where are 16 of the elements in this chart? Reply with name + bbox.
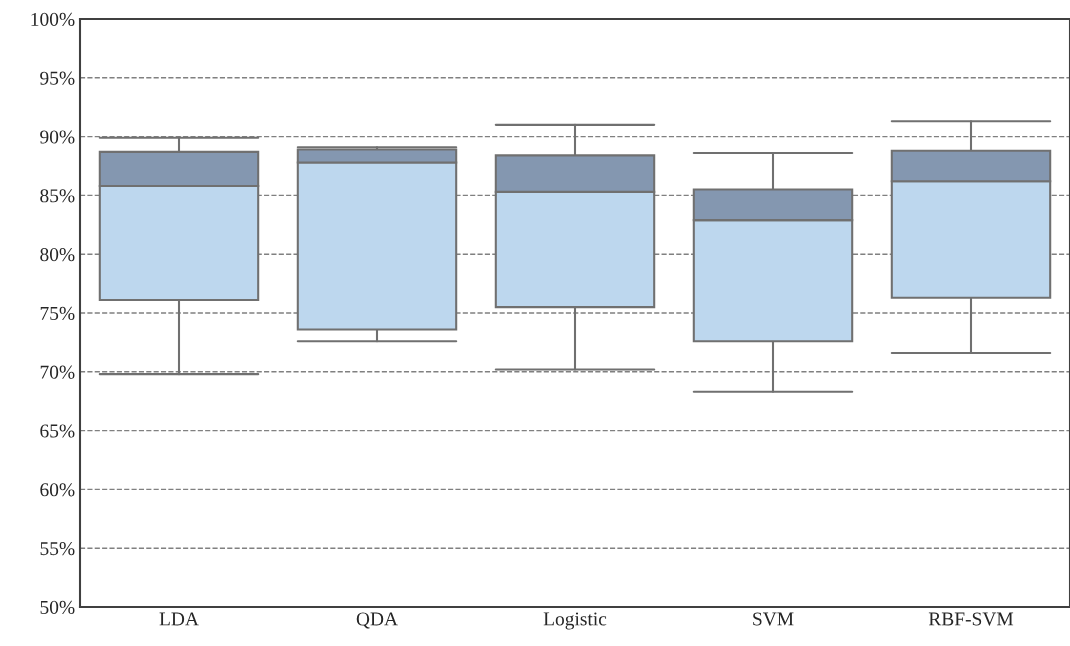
x-tick-label: SVM [753,612,794,626]
y-tick-label: 80% [40,248,75,262]
x-tick-label: QDA [356,612,398,629]
y-tick-label: 55% [40,542,75,556]
y-tick-label: 90% [40,130,75,144]
y-tick-label: 70% [40,365,75,379]
y-tick-label: 60% [40,483,75,497]
y-tick-label: 100% [31,12,75,26]
y-tick-label: 75% [40,306,75,320]
x-tick-label: Logistic [543,612,607,630]
y-tick-label: 95% [40,71,75,85]
y-tick-label: 65% [40,424,75,438]
x-tick-label: LDA [159,612,199,626]
y-tick-label: 50% [40,600,75,614]
x-tick-label: RBF-SVM [928,612,1014,626]
y-tick-label: 85% [40,189,75,203]
